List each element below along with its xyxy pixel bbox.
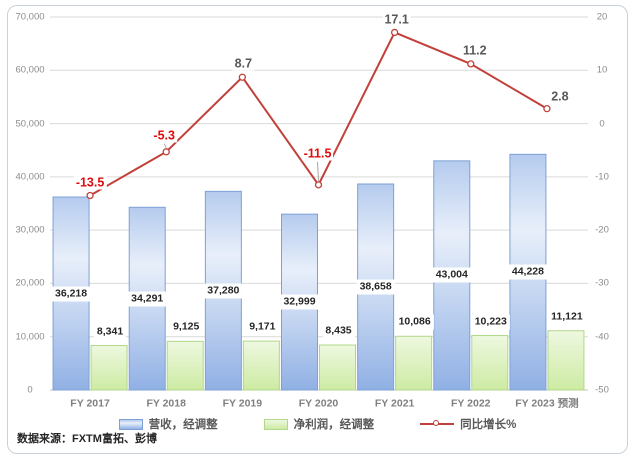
legend-label-yoy: 同比增长% [460,419,517,431]
yoy-marker [86,191,94,200]
yoy-line-icon [420,419,455,429]
yoy-line [89,31,548,197]
data-source-note: 数据来源：FXTM富拓、彭博 [17,433,157,445]
label-leader-line [317,161,319,181]
yoy-marker [543,105,551,113]
yoy-marker [467,60,475,68]
yoy-marker [390,28,399,37]
legend-item-yoy: 同比增长% [420,416,516,432]
revenue-bar [357,183,395,391]
net-profit-bar [395,335,433,391]
revenue-bar [128,206,166,391]
net-profit-bar [242,340,280,391]
legend-label-net-profit: 净利润，经调整 [293,419,375,431]
revenue-bar [433,160,471,391]
net-profit-bar [166,340,204,391]
chart-legend: 营收，经调整 净利润，经调整 同比增长% [0,413,635,435]
legend-label-revenue: 营收，经调整 [148,419,218,431]
yoy-marker [162,148,170,156]
revenue-bar [509,153,547,391]
net-profit-bar [90,345,128,391]
revenue-bar [52,196,90,391]
net-profit-bar [471,335,509,391]
revenue-bar [204,190,242,391]
revenue-swatch-icon [118,418,143,430]
net-profit-bar [319,344,356,391]
legend-item-net-profit: 净利润，经调整 [263,416,375,432]
net-profit-swatch-icon [263,418,288,430]
label-leader-line [163,143,167,149]
legend-item-revenue: 营收，经调整 [118,416,218,432]
net-profit-bar [547,330,585,391]
yoy-marker [314,181,323,189]
revenue-bar [281,213,318,391]
yoy-marker [238,73,247,81]
